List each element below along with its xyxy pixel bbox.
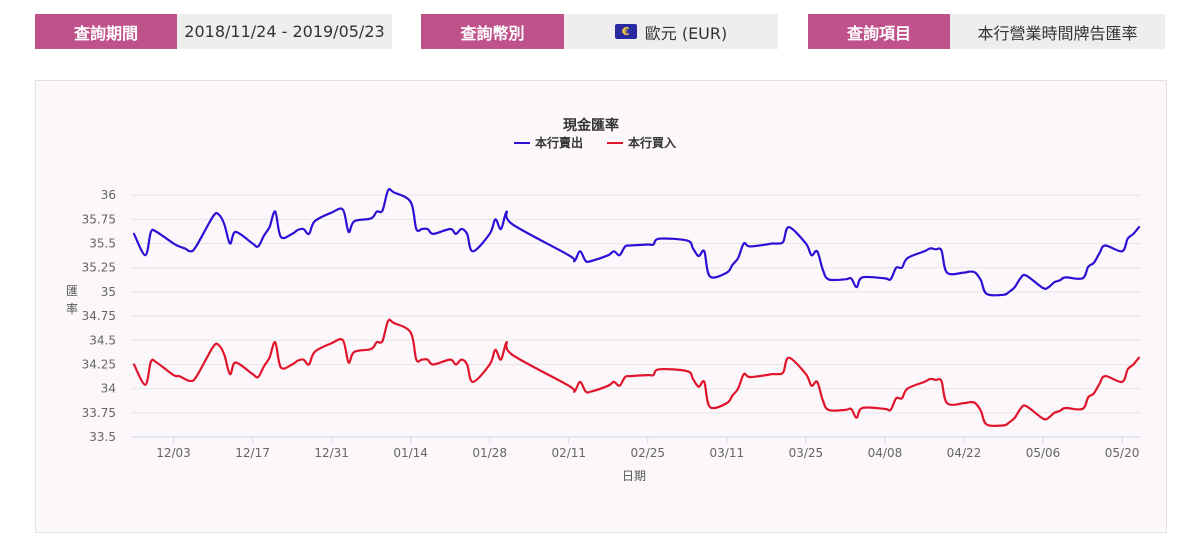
- grid-lines: [131, 194, 1141, 414]
- y-tick-label: 33.5: [89, 430, 116, 444]
- currency-filter: 查詢幣別 € 歐元 (EUR): [421, 14, 778, 49]
- y-tick-label: 33.75: [82, 406, 116, 420]
- x-tick-label: 03/11: [710, 446, 745, 460]
- chart-panel: 現金匯率 本行賣出 本行買入 33.5 33.75 34 34.25 34.5 34.75…: [35, 80, 1167, 533]
- x-tick-label: 12/31: [314, 446, 349, 460]
- x-tick-label: 05/06: [1026, 446, 1061, 460]
- x-tick-label: 04/08: [868, 446, 903, 460]
- chart-title: 現金匯率: [563, 117, 619, 134]
- y-tick-label: 35.75: [82, 212, 116, 226]
- currency-select[interactable]: € 歐元 (EUR): [564, 14, 778, 49]
- y-axis-ticks: 33.5 33.75 34 34.25 34.5 34.75 35 35.25 35.5 35.7…: [82, 188, 116, 444]
- y-tick-label: 34.75: [82, 309, 116, 323]
- y-tick-label: 34.5: [89, 333, 116, 347]
- legend-item-buy[interactable]: 本行買入: [607, 135, 676, 150]
- period-value[interactable]: 2018/11/24 - 2019/05/23: [177, 14, 392, 49]
- euro-flag-icon: €: [614, 24, 637, 39]
- currency-value: 歐元 (EUR): [644, 23, 728, 43]
- y-tick-label: 34: [101, 382, 116, 396]
- legend-item-sell[interactable]: 本行賣出: [514, 135, 583, 150]
- x-tick-label: 01/28: [472, 446, 507, 460]
- x-tick-label: 02/25: [630, 446, 665, 460]
- y-axis-title-char-2: 率: [66, 301, 78, 316]
- exchange-rate-chart: 現金匯率 本行賣出 本行買入 33.5 33.75 34 34.25 34.5 34.75…: [66, 117, 1141, 483]
- x-tick-label: 01/14: [393, 446, 428, 460]
- x-tick-label: 02/11: [551, 446, 586, 460]
- y-tick-label: 34.25: [82, 357, 116, 371]
- item-filter: 查詢項目 本行營業時間牌告匯率: [808, 14, 1165, 49]
- currency-label: 查詢幣別: [421, 14, 564, 49]
- period-label: 查詢期間: [35, 14, 177, 49]
- item-label: 查詢項目: [808, 14, 950, 49]
- series-lines: [132, 187, 1141, 428]
- x-tick-label: 12/03: [156, 446, 191, 460]
- y-tick-label: 35: [101, 285, 116, 299]
- y-tick-label: 35.5: [89, 237, 116, 251]
- legend: 本行賣出 本行買入: [514, 135, 676, 150]
- y-tick-label: 36: [101, 188, 116, 202]
- series-line-sell[interactable]: [132, 187, 1141, 297]
- y-tick-label: 35.25: [82, 261, 116, 275]
- x-tick-label: 12/17: [235, 446, 270, 460]
- x-tick-label: 03/25: [789, 446, 824, 460]
- item-select[interactable]: 本行營業時間牌告匯率: [950, 14, 1165, 49]
- x-tick-label: 05/20: [1105, 446, 1140, 460]
- x-axis-title: 日期: [622, 469, 646, 483]
- period-filter: 查詢期間 2018/11/24 - 2019/05/23: [35, 14, 392, 49]
- legend-label-sell: 本行賣出: [535, 135, 583, 150]
- series-line-buy[interactable]: [132, 318, 1141, 428]
- y-axis-title-char-1: 匯: [66, 284, 78, 298]
- legend-label-buy: 本行買入: [628, 135, 676, 150]
- x-tick-label: 04/22: [947, 446, 982, 460]
- x-axis-ticks: 12/03 12/17 12/31 01/14 01/28 02/11 02/25 03/11…: [156, 437, 1139, 460]
